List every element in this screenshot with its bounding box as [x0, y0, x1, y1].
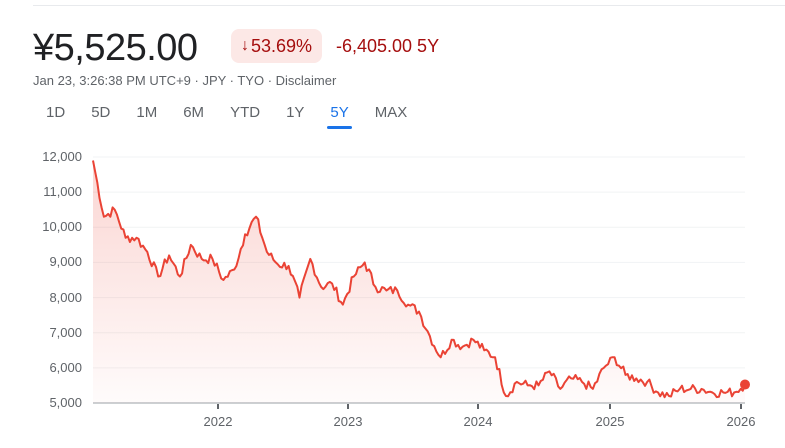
tab-1d[interactable]: 1D — [46, 104, 66, 121]
tab-1y[interactable]: 1Y — [286, 104, 305, 121]
y-tick-label: 5,000 — [49, 395, 82, 410]
change-percent-badge: ↓ 53.69% — [231, 29, 323, 63]
y-tick-label: 8,000 — [49, 289, 82, 305]
tab-ytd[interactable]: YTD — [230, 104, 261, 121]
y-tick-label: 9,000 — [49, 254, 82, 270]
tab-5d[interactable]: 5D — [91, 104, 111, 121]
x-tick-label: 2022 — [203, 414, 233, 429]
change-absolute: -6,405.00 5Y — [336, 36, 440, 56]
quote-meta: Jan 23, 3:26:38 PM UTC+9 · JPY · TYO · D… — [33, 73, 337, 88]
y-tick-label: 7,000 — [49, 324, 82, 340]
change-percent: 53.69% — [251, 36, 313, 56]
y-tick-label: 6,000 — [49, 359, 82, 375]
tab-5y[interactable]: 5Y — [317, 100, 361, 129]
price-area-fill — [93, 160, 745, 403]
x-tick-label: 2024 — [463, 414, 493, 429]
arrow-down-icon: ↓ — [241, 37, 249, 54]
current-price: ¥5,525.00 — [33, 27, 198, 69]
top-divider — [33, 5, 785, 6]
y-tick-label: 10,000 — [42, 219, 82, 235]
x-tick-label: 2023 — [333, 414, 363, 429]
tab-max[interactable]: MAX — [374, 104, 408, 121]
tab-6m[interactable]: 6M — [183, 104, 205, 121]
price-line — [92, 160, 746, 399]
y-tick-label: 12,000 — [42, 149, 82, 164]
range-tabs: 1D 5D 1M 6M YTD 1Y 5Y MAX — [33, 100, 420, 132]
x-tick-label: 2025 — [595, 414, 625, 429]
x-tick-label: 2026 — [726, 414, 756, 429]
tab-1m[interactable]: 1M — [136, 104, 158, 121]
last-point-marker — [740, 379, 750, 390]
y-tick-label: 11,000 — [43, 184, 82, 200]
